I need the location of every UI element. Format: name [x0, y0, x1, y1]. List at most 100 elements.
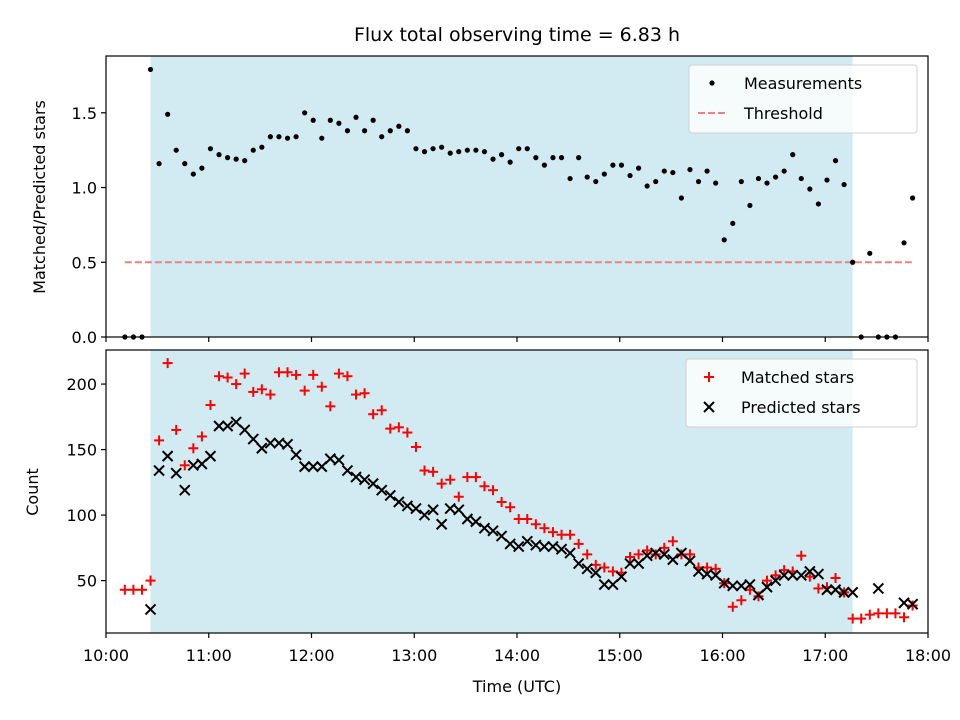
matched-stars-point [291, 369, 302, 380]
predicted-stars-point [513, 540, 525, 553]
measurements-legend-swatch [709, 80, 715, 86]
predicted-stars-point [247, 433, 259, 445]
measurements-point [601, 171, 607, 177]
matched-stars-point [513, 514, 524, 525]
matched-stars-point [119, 584, 130, 595]
matched-stars-point [428, 466, 439, 477]
matched-stars-point [684, 549, 695, 560]
predicted-stars-point [581, 563, 593, 575]
ratio-y-tick-label: 0.5 [72, 253, 97, 272]
matched-stars-point [393, 422, 404, 433]
matched-stars-point [248, 386, 259, 397]
matched-stars-point [873, 608, 884, 619]
measurements-point [421, 149, 428, 155]
matched-stars-point [299, 385, 310, 396]
predicted-stars-point [290, 449, 302, 461]
measurements-point [576, 155, 582, 161]
measurements-point [764, 180, 770, 186]
ratio-legend-box [688, 64, 918, 134]
measurements-point [396, 123, 402, 129]
ratio-panel: 0.0 0.5 1.0 1.5 Matched/Predicted stars Mea… [30, 55, 929, 347]
matched-stars-point [205, 400, 216, 411]
predicted-stars-point [153, 464, 165, 477]
matched-stars-point [727, 601, 738, 612]
measurements-point [310, 117, 316, 123]
measurements-point [644, 183, 650, 189]
matched-stars-point [273, 367, 284, 378]
predicted-stars-point [769, 574, 782, 587]
measurements-point [404, 128, 410, 134]
matched-stars-point [196, 431, 207, 442]
count-x-axis-label: Time (UTC) [472, 677, 561, 696]
measurements-point [909, 195, 916, 201]
matched-stars-point [128, 584, 139, 595]
measurements-point [781, 168, 787, 174]
predicted-stars-point [367, 477, 379, 490]
predicted-stars-point [692, 565, 705, 578]
measurements-point [250, 147, 256, 153]
count-legend: Matched stars Predicted stars [685, 358, 918, 428]
matched-stars-point [804, 571, 815, 582]
matched-stars-point [556, 529, 567, 540]
measurements-point [242, 158, 248, 164]
matched-stars-point [642, 545, 653, 556]
predicted-stars-point [718, 577, 730, 589]
matched-stars-point [522, 514, 533, 525]
ratio-y-tick-label: 1.5 [72, 104, 97, 123]
measurements-point [730, 220, 736, 227]
predicted-stars-point [307, 460, 319, 473]
predicted-stars-point [564, 547, 576, 559]
matched-stars-point [214, 371, 225, 382]
measurements-point [832, 158, 839, 164]
matched-stars-legend-label: Matched stars [741, 368, 854, 387]
matched-stars-point [359, 388, 370, 399]
predicted-stars-point [872, 582, 885, 595]
matched-stars-point [582, 549, 593, 560]
predicted-stars-point [461, 513, 474, 525]
predicted-stars-point [161, 450, 174, 462]
measurements-point [558, 155, 565, 161]
matched-stars-point [145, 575, 156, 586]
measurements-point [327, 117, 333, 123]
matched-stars-point [231, 379, 242, 390]
measurements-point [361, 128, 368, 134]
measurements-point [344, 128, 351, 134]
predicted-stars-point [684, 555, 696, 567]
predicted-stars-point [572, 557, 585, 570]
x-tick-label: 12:00 [288, 646, 334, 665]
predicted-stars-point [547, 540, 559, 553]
measurements-point [610, 162, 616, 168]
measurements-point [276, 134, 282, 140]
matched-stars-point [864, 609, 875, 620]
measurements-point [439, 144, 445, 150]
x-tick-label: 11:00 [186, 646, 232, 665]
measurements-point [370, 117, 376, 123]
count-y-tick-label: 200 [66, 375, 97, 394]
matched-stars-point [779, 565, 790, 576]
measurements-point [807, 186, 813, 192]
measurements-point [721, 237, 727, 243]
predicted-stars-point [667, 553, 679, 566]
matched-stars-point [505, 502, 516, 513]
matched-stars-point [462, 472, 473, 483]
predicted-stars-point [401, 500, 414, 512]
threshold-legend-label: Threshold [743, 104, 823, 123]
predicted-stars-point [846, 586, 859, 599]
matched-stars-point [813, 583, 824, 594]
predicted-stars-point [384, 489, 396, 502]
matched-stars-legend-swatch [704, 372, 714, 382]
matched-stars-point [419, 465, 430, 476]
predicted-stars-point [393, 496, 405, 508]
measurements-point [302, 110, 308, 116]
predicted-stars-point [838, 586, 850, 599]
measurements-point [850, 259, 856, 265]
matched-stars-point [762, 575, 773, 586]
ratio-y-tick-label: 1.0 [72, 179, 97, 198]
matched-stars-point [881, 608, 892, 619]
measurements-point [379, 134, 385, 140]
measurements-point [524, 146, 530, 152]
measurements-point [653, 178, 659, 185]
predicted-stars-point [427, 504, 439, 516]
predicted-stars-point [376, 484, 388, 496]
predicted-stars-point [624, 557, 636, 570]
